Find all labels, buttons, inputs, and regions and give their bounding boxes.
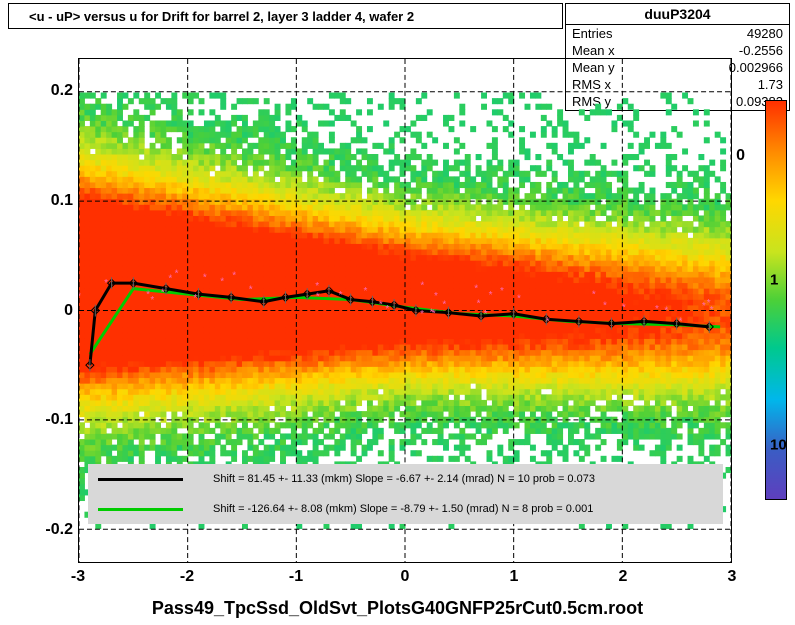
legend-row: Shift = 81.45 +- 11.33 (mkm) Slope = -6.… — [88, 464, 723, 494]
stats-value: -0.2556 — [739, 43, 783, 58]
y-tick-label: -0.2 — [45, 521, 73, 539]
y-tick-label: 0.1 — [51, 192, 73, 210]
stats-label: Entries — [572, 26, 612, 41]
x-tick-label: 0 — [401, 568, 410, 586]
x-tick-label: -2 — [180, 568, 194, 586]
x-axis-title: Pass49_TpcSsd_OldSvt_PlotsG40GNFP25rCut0… — [152, 598, 643, 619]
x-tick-label: 3 — [728, 568, 737, 586]
stats-header: duuP3204 — [566, 4, 789, 25]
legend-line-black — [98, 478, 183, 481]
stats-row-meanx: Mean x -0.2556 — [566, 42, 789, 59]
legend-text: Shift = -126.64 +- 8.08 (mkm) Slope = -8… — [213, 503, 593, 515]
x-tick-label: -1 — [289, 568, 303, 586]
stats-row-entries: Entries 49280 — [566, 25, 789, 42]
colorbar-label-1: 1 — [770, 272, 778, 289]
stats-value: 49280 — [747, 26, 783, 41]
legend-row: Shift = -126.64 +- 8.08 (mkm) Slope = -8… — [88, 494, 723, 524]
legend-line-green — [98, 508, 183, 511]
y-tick-label: 0.2 — [51, 82, 73, 100]
stats-value: 0.002966 — [729, 60, 783, 75]
colorbar-label-10: 10 — [770, 437, 787, 454]
x-tick-label: 2 — [619, 568, 628, 586]
x-tick-label: 1 — [510, 568, 519, 586]
legend-box: Shift = 81.45 +- 11.33 (mkm) Slope = -6.… — [88, 464, 723, 524]
stats-label: Mean x — [572, 43, 615, 58]
y-tick-label: 0 — [64, 302, 73, 320]
chart-title: <u - uP> versus u for Drift for barrel 2… — [8, 3, 563, 29]
y-tick-label: -0.1 — [45, 411, 73, 429]
legend-text: Shift = 81.45 +- 11.33 (mkm) Slope = -6.… — [213, 473, 595, 485]
zero-right-label: 0 — [736, 147, 745, 165]
x-tick-label: -3 — [71, 568, 85, 586]
stats-value: 1.73 — [758, 77, 783, 92]
